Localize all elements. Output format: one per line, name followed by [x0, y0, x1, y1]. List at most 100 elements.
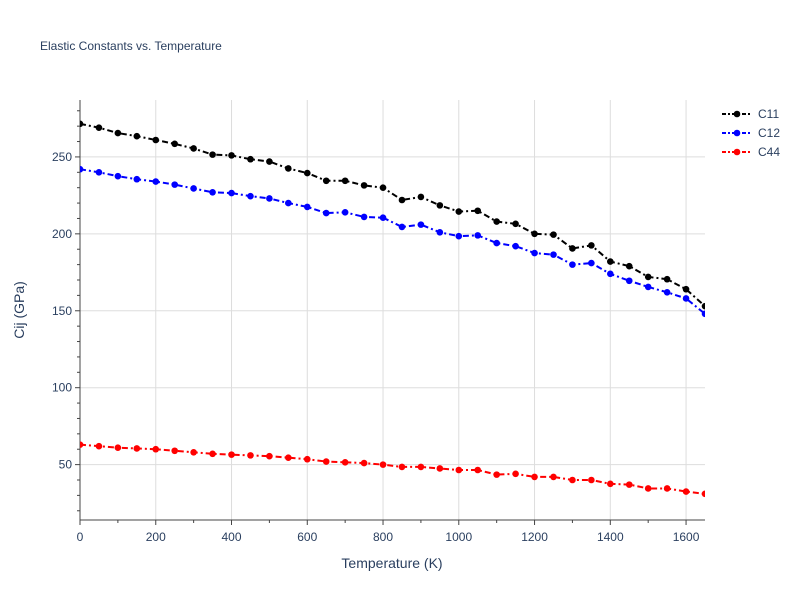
data-point-c12[interactable]	[228, 189, 235, 197]
data-point-c12[interactable]	[152, 178, 160, 185]
data-point-c12[interactable]	[474, 232, 482, 239]
data-point-c11[interactable]	[228, 152, 235, 159]
data-point-c11[interactable]	[607, 258, 614, 265]
data-point-c11[interactable]	[152, 136, 160, 144]
data-point-c44[interactable]	[417, 463, 425, 471]
data-point-c11[interactable]	[190, 145, 197, 152]
data-point-c12[interactable]	[209, 189, 216, 196]
data-point-c44[interactable]	[682, 488, 690, 495]
data-point-c12[interactable]	[701, 310, 709, 318]
data-point-c11[interactable]	[171, 140, 178, 148]
data-point-c12[interactable]	[379, 214, 387, 221]
data-point-c12[interactable]	[682, 295, 690, 302]
data-point-c44[interactable]	[77, 441, 84, 448]
data-point-c44[interactable]	[531, 473, 538, 481]
data-point-c11[interactable]	[247, 155, 254, 163]
data-point-c44[interactable]	[152, 445, 160, 453]
data-point-c44[interactable]	[474, 466, 482, 474]
data-point-c44[interactable]	[360, 459, 368, 467]
data-point-c12[interactable]	[360, 213, 368, 221]
data-point-c12[interactable]	[190, 185, 197, 192]
data-point-c44[interactable]	[663, 485, 671, 492]
legend-item-c11[interactable]: C11	[722, 107, 779, 121]
data-point-c44[interactable]	[171, 447, 178, 455]
data-point-c44[interactable]	[569, 476, 576, 484]
data-point-c12[interactable]	[247, 192, 254, 200]
data-point-c11[interactable]	[133, 132, 141, 140]
data-point-c11[interactable]	[455, 208, 463, 215]
legend-item-c12[interactable]: C12	[722, 126, 780, 140]
data-point-c12[interactable]	[644, 283, 652, 291]
data-point-c44[interactable]	[588, 476, 595, 484]
data-point-c12[interactable]	[133, 175, 141, 183]
data-point-c12[interactable]	[171, 181, 178, 188]
data-point-c12[interactable]	[550, 251, 557, 258]
data-point-c12[interactable]	[569, 261, 576, 268]
data-point-c11[interactable]	[644, 273, 652, 281]
data-point-c44[interactable]	[322, 458, 330, 465]
data-point-c11[interactable]	[417, 193, 425, 201]
data-point-c44[interactable]	[455, 466, 463, 474]
data-point-c11[interactable]	[588, 242, 595, 249]
data-point-c12[interactable]	[588, 259, 595, 267]
data-point-c11[interactable]	[436, 202, 444, 209]
data-point-c44[interactable]	[701, 490, 709, 498]
data-point-c11[interactable]	[114, 129, 122, 137]
data-point-c44[interactable]	[644, 485, 652, 492]
data-point-c44[interactable]	[607, 480, 614, 488]
data-point-c44[interactable]	[341, 459, 349, 466]
data-point-c12[interactable]	[341, 209, 349, 216]
data-point-c11[interactable]	[701, 302, 709, 310]
data-point-c11[interactable]	[95, 124, 103, 131]
data-point-c11[interactable]	[322, 177, 330, 185]
data-point-c12[interactable]	[663, 289, 671, 296]
data-point-c44[interactable]	[228, 451, 235, 458]
data-point-c11[interactable]	[398, 196, 406, 204]
data-point-c12[interactable]	[266, 195, 273, 202]
data-point-c44[interactable]	[550, 473, 557, 481]
data-point-c12[interactable]	[455, 232, 463, 240]
data-point-c11[interactable]	[625, 262, 633, 270]
data-point-c11[interactable]	[512, 220, 519, 228]
legend-item-c44[interactable]: C44	[722, 145, 780, 159]
data-point-c12[interactable]	[114, 172, 122, 180]
data-point-c11[interactable]	[474, 207, 482, 215]
data-point-c12[interactable]	[77, 165, 84, 173]
data-point-c12[interactable]	[398, 223, 406, 231]
data-point-c11[interactable]	[663, 275, 671, 283]
data-point-c44[interactable]	[379, 461, 387, 468]
data-point-c11[interactable]	[209, 151, 216, 158]
data-point-c11[interactable]	[360, 182, 368, 189]
data-point-c11[interactable]	[493, 218, 500, 225]
data-point-c44[interactable]	[512, 470, 519, 478]
data-point-c44[interactable]	[209, 450, 216, 458]
legend[interactable]: C11 C12 C44	[722, 107, 780, 159]
data-point-c44[interactable]	[190, 449, 197, 456]
data-point-c12[interactable]	[417, 221, 425, 228]
data-point-c11[interactable]	[379, 184, 387, 191]
data-point-c11[interactable]	[77, 120, 84, 128]
data-point-c12[interactable]	[436, 229, 444, 236]
data-point-c12[interactable]	[531, 249, 538, 257]
data-point-c11[interactable]	[303, 169, 311, 177]
data-point-c12[interactable]	[607, 270, 614, 278]
data-point-c11[interactable]	[569, 245, 576, 252]
data-point-c12[interactable]	[303, 203, 311, 211]
data-point-c11[interactable]	[285, 165, 292, 172]
data-point-c12[interactable]	[512, 242, 519, 250]
data-point-c44[interactable]	[285, 454, 292, 461]
data-point-c44[interactable]	[303, 455, 311, 463]
data-point-c44[interactable]	[625, 481, 633, 488]
data-point-c12[interactable]	[95, 169, 103, 176]
data-point-c44[interactable]	[436, 465, 444, 472]
data-point-c11[interactable]	[550, 231, 557, 238]
data-point-c12[interactable]	[493, 239, 500, 247]
data-point-c44[interactable]	[398, 463, 406, 471]
data-point-c44[interactable]	[247, 452, 254, 459]
data-point-c44[interactable]	[95, 442, 103, 450]
data-point-c12[interactable]	[285, 199, 292, 207]
data-point-c11[interactable]	[682, 285, 690, 293]
data-point-c44[interactable]	[114, 444, 122, 451]
data-point-c44[interactable]	[133, 445, 141, 452]
data-point-c12[interactable]	[625, 277, 633, 285]
